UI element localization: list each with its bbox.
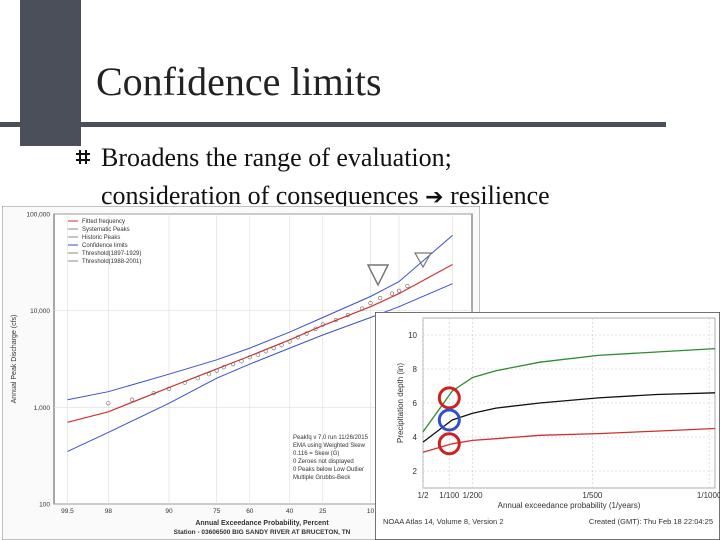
annotation-line: 0 Zeroes not displayed bbox=[293, 459, 354, 465]
x-tick-label: 75 bbox=[213, 508, 221, 515]
footer-left: NOAA Atlas 14, Volume 8, Version 2 bbox=[383, 517, 504, 526]
systematic-peak-point bbox=[378, 295, 383, 301]
systematic-peak-point bbox=[182, 380, 187, 385]
bullet-line-2-a: consideration of consequences bbox=[101, 181, 419, 210]
systematic-peak-point bbox=[130, 397, 135, 402]
legend-entry: Fitted frequency bbox=[82, 219, 125, 225]
legend-entry: Threshold(1988-2001) bbox=[82, 259, 141, 265]
systematic-peak-point bbox=[239, 359, 244, 364]
highlight-circle bbox=[437, 408, 461, 432]
systematic-peak-point bbox=[304, 331, 309, 336]
systematic-peak-point bbox=[279, 343, 284, 348]
lower-bound-line bbox=[422, 427, 716, 453]
systematic-peak-point bbox=[405, 283, 410, 289]
bullet-icon bbox=[76, 150, 90, 164]
x-tick-label: 98 bbox=[105, 508, 113, 515]
systematic-peak-point bbox=[221, 365, 226, 370]
systematic-peak-point bbox=[389, 291, 395, 296]
decorative-block bbox=[20, 0, 81, 146]
x-tick-label: 1/500 bbox=[582, 491, 603, 500]
x-tick-label: 10 bbox=[367, 508, 375, 515]
bullet-text: Broadens the range of evaluation; consid… bbox=[101, 139, 550, 217]
right-arrow-icon: ➔ bbox=[425, 185, 444, 210]
legend-entry: Threshold(1897-1929) bbox=[82, 251, 141, 257]
fitted-frequency-line bbox=[67, 263, 453, 423]
x-tick-label: 1/1000 bbox=[697, 491, 720, 500]
y-tick-label: 100,000 bbox=[27, 212, 51, 219]
systematic-peak-point bbox=[206, 372, 212, 377]
annotation-line: 0 Peaks below Low Outlier bbox=[293, 467, 364, 473]
systematic-peak-point bbox=[360, 306, 365, 311]
x-tick-label: 1/100 bbox=[439, 491, 460, 500]
legend-entry: Systematic Peaks bbox=[82, 227, 130, 233]
systematic-peak-point bbox=[368, 300, 373, 306]
x-tick-label: 40 bbox=[286, 508, 294, 515]
systematic-peak-point bbox=[214, 368, 219, 373]
y-axis-label: Annual Peak Discharge (cfs) bbox=[11, 315, 18, 404]
precipitation-frequency-chart: 2 4 6 8 10 1/2 1/100 1/200 1/500 1/1000 Precipit… bbox=[375, 312, 720, 540]
systematic-peak-point bbox=[396, 288, 402, 293]
annotation-line: 0.116 = Skew (G) bbox=[293, 451, 339, 457]
systematic-peak-point bbox=[151, 391, 156, 396]
y-tick-label: 10 bbox=[408, 331, 417, 340]
x-tick-label: 25 bbox=[319, 508, 327, 515]
bullet-line-2-b: resilience bbox=[450, 181, 550, 210]
bullet-line-2: consideration of consequences ➔ resilien… bbox=[101, 177, 550, 217]
y-tick-label: 1,000 bbox=[34, 405, 51, 412]
upper-confidence-line bbox=[67, 235, 453, 401]
systematic-peak-point bbox=[345, 312, 351, 318]
x-tick-label: 60 bbox=[246, 508, 254, 515]
y-tick-label: 8 bbox=[413, 365, 418, 374]
legend: Fitted frequency Systematic Peaks Historic… bbox=[68, 219, 141, 265]
systematic-peak-point bbox=[320, 322, 325, 327]
y-tick-label: 10,000 bbox=[30, 308, 50, 315]
systematic-peak-point bbox=[255, 352, 260, 357]
y-tick-label: 2 bbox=[413, 467, 418, 476]
systematic-peak-point bbox=[166, 386, 171, 391]
systematic-peak-point bbox=[295, 335, 301, 340]
y-tick-label: 100 bbox=[39, 502, 50, 509]
bullet-line-1: Broadens the range of evaluation; bbox=[101, 143, 452, 172]
footer-right: Created (GMT): Thu Feb 18 22:04:25 bbox=[589, 517, 713, 526]
station-footer: Station - 03606500 BIG SANDY RIVER AT BR… bbox=[174, 529, 351, 536]
highlight-circle bbox=[437, 386, 461, 410]
y-axis-label-2: Precipitation depth (in) bbox=[396, 363, 405, 443]
estimate-line bbox=[422, 392, 716, 443]
systematic-peak-point bbox=[247, 355, 252, 360]
x-axis-label-2: Annual exceedance probability (1/years) bbox=[498, 501, 641, 510]
systematic-peak-point bbox=[287, 339, 292, 344]
x-tick-label: 1/2 bbox=[417, 491, 429, 500]
legend-entry: Confidence limits bbox=[82, 243, 128, 249]
highlight-circle bbox=[437, 432, 461, 456]
title-rule bbox=[0, 122, 666, 127]
systematic-peak-point bbox=[195, 376, 200, 381]
slide-title: Confidence limits bbox=[96, 59, 382, 104]
systematic-peak-point bbox=[263, 349, 268, 354]
systematic-peak-point bbox=[271, 346, 276, 351]
systematic-peak-point bbox=[230, 362, 236, 367]
x-tick-label: 99.5 bbox=[61, 508, 74, 515]
x-tick-label: 90 bbox=[165, 508, 173, 515]
annotation-line: Peakfq v 7.0 run 11/26/2015 bbox=[293, 435, 369, 441]
systematic-peak-point bbox=[313, 326, 318, 331]
legend-entry: Historic Peaks bbox=[82, 235, 120, 241]
y-tick-label: 4 bbox=[413, 433, 418, 442]
annotation-line: EMA using Weighted Skew bbox=[293, 443, 366, 449]
threshold-marker bbox=[366, 264, 390, 287]
x-tick-label: 1/200 bbox=[463, 491, 484, 500]
y-tick-label: 6 bbox=[413, 399, 418, 408]
annotation-box: Peakfq v 7.0 run 11/26/2015 EMA using Wei… bbox=[293, 435, 369, 481]
x-axis-label: Annual Exceedance Probability, Percent bbox=[195, 520, 329, 527]
annotation-line: Multiple Grubbs-Beck bbox=[293, 475, 351, 481]
systematic-peak-point bbox=[333, 317, 339, 323]
threshold-marker bbox=[413, 252, 433, 269]
systematic-peak-point bbox=[106, 401, 111, 406]
